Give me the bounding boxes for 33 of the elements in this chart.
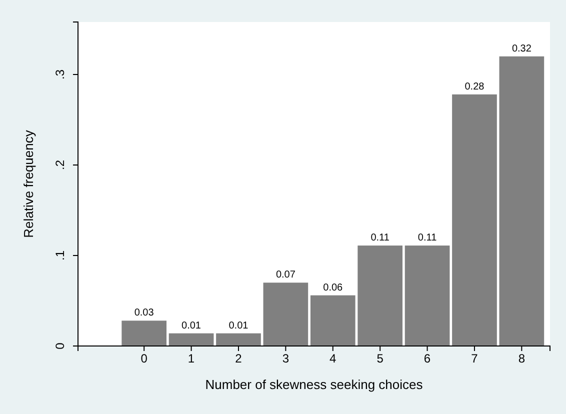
x-axis-title: Number of skewness seeking choices [205,377,424,392]
data-label: 0.32 [512,43,532,54]
bar [452,94,497,346]
y-axis-title: Relative frequency [21,130,36,238]
x-tick-label: 4 [330,352,337,366]
data-label: 0.01 [182,320,202,332]
y-tick-label: 0 [53,342,67,350]
data-label: 0.03 [134,308,154,319]
x-tick-label: 3 [282,352,290,366]
x-tick-label: 6 [424,352,431,366]
data-label: 0.07 [276,270,296,281]
bar [263,282,308,346]
data-label: 0.01 [228,320,249,332]
y-tick-label: .2 [53,160,67,170]
x-tick-label: 0 [140,352,148,366]
bar [310,295,356,346]
bar [122,320,166,346]
data-label: 0.06 [323,282,344,294]
x-tick-label: 1 [188,352,195,366]
x-tick-label: 2 [235,352,242,366]
bar [358,246,402,346]
x-tick-label: 8 [518,352,526,366]
data-label: 0.11 [370,232,390,244]
x-tick-label: 5 [376,352,384,366]
bar [404,246,450,346]
x-tick-label: 7 [471,352,478,366]
bar [168,333,214,346]
data-label: 0.11 [418,232,438,244]
data-label: 0.28 [464,81,485,92]
y-tick-label: .1 [53,250,67,261]
bar [216,333,261,346]
y-tick-label: .3 [53,69,67,80]
bar [499,56,544,346]
